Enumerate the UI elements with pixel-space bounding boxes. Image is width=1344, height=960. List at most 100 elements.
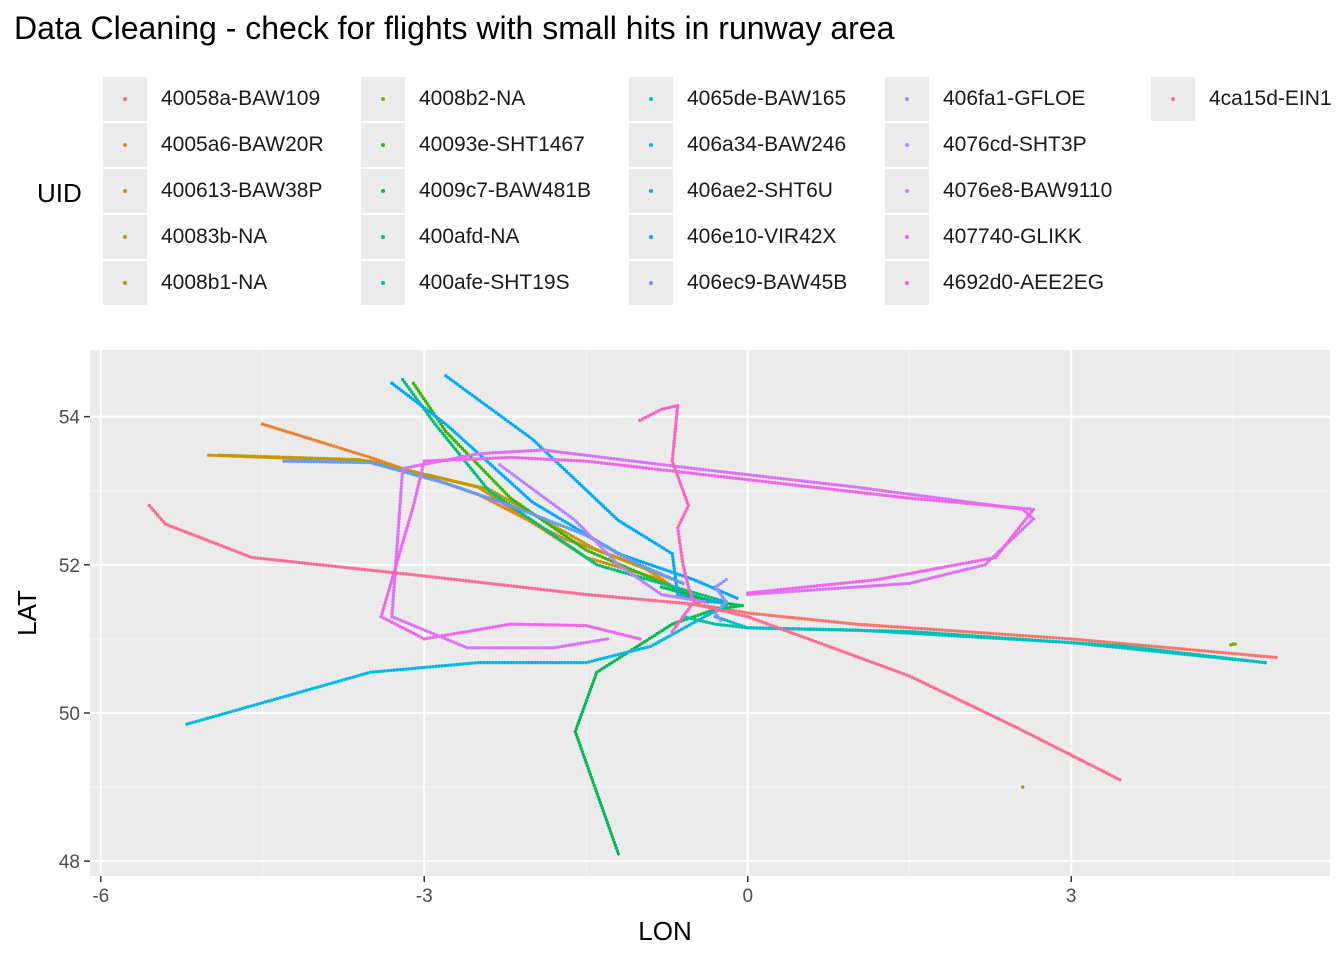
data-point: [598, 800, 602, 805]
data-point: [534, 490, 538, 494]
data-point: [949, 564, 953, 568]
data-point: [660, 545, 664, 550]
data-point: [399, 487, 403, 491]
data-point: [307, 456, 311, 460]
data-point: [768, 623, 773, 627]
data-point: [500, 464, 504, 469]
x-axis-title: LON: [638, 916, 691, 946]
data-point: [677, 538, 682, 542]
data-point: [853, 622, 858, 626]
data-point: [644, 598, 648, 602]
data-point: [632, 635, 636, 640]
data-point: [418, 402, 422, 407]
data-point: [601, 504, 605, 508]
data-point: [489, 497, 493, 501]
data-point: [441, 480, 445, 485]
data-point: [698, 603, 702, 608]
data-point: [318, 460, 322, 464]
data-point: [400, 469, 405, 474]
data-point: [1194, 648, 1198, 652]
data-point: [475, 462, 479, 466]
data-point: [326, 442, 330, 446]
data-point: [662, 468, 666, 472]
data-point: [494, 660, 498, 665]
data-point: [856, 628, 861, 632]
data-point: [925, 568, 930, 572]
data-point: [659, 599, 663, 603]
data-point: [988, 713, 993, 717]
data-point: [656, 599, 660, 603]
data-point: [602, 594, 606, 598]
data-point: [631, 649, 635, 653]
data-point: [746, 615, 750, 619]
data-point: [339, 457, 344, 461]
data-point: [199, 536, 204, 540]
data-point: [988, 556, 992, 561]
data-point: [682, 596, 687, 601]
data-point: [592, 561, 597, 565]
data-point: [572, 591, 576, 595]
data-point: [937, 633, 942, 637]
data-point: [700, 581, 704, 585]
data-point: [1022, 525, 1027, 529]
data-point: [455, 458, 459, 462]
series-4008b2-NA: [1229, 642, 1237, 647]
data-point: [707, 468, 711, 472]
data-point: [582, 755, 586, 759]
data-point: [587, 690, 592, 694]
data-point: [826, 482, 831, 486]
data-point: [1155, 645, 1160, 649]
data-point: [820, 587, 825, 592]
data-point: [671, 594, 675, 599]
data-point: [537, 504, 542, 509]
data-point: [546, 529, 550, 533]
legend-label: 4ca15d-EIN1: [1209, 87, 1332, 110]
data-point: [1012, 633, 1017, 637]
data-point: [389, 580, 393, 585]
data-point: [970, 635, 975, 639]
data-point: [961, 700, 966, 704]
data-point: [573, 477, 577, 482]
data-point: [673, 467, 677, 472]
data-point: [662, 582, 667, 586]
data-point: [610, 654, 615, 658]
data-point: [675, 572, 679, 576]
data-point: [1023, 730, 1028, 734]
data-point: [238, 454, 242, 458]
data-point: [471, 646, 476, 650]
data-point: [383, 464, 387, 469]
data-point: [598, 554, 602, 558]
data-point: [882, 664, 886, 669]
data-point: [320, 440, 324, 445]
data-point: [330, 681, 335, 685]
data-point: [1002, 719, 1006, 724]
data-point: [502, 450, 507, 454]
data-point: [407, 572, 412, 577]
data-point: [437, 634, 441, 639]
data-point: [566, 513, 570, 517]
data-point: [1118, 777, 1122, 782]
data-point: [665, 586, 669, 591]
data-point: [542, 587, 546, 592]
data-point: [973, 635, 978, 639]
data-point: [841, 628, 846, 632]
data-point: [708, 584, 712, 589]
data-point: [260, 701, 265, 705]
data-point: [643, 415, 648, 420]
data-point: [411, 503, 416, 508]
data-point: [922, 578, 926, 582]
data-point: [672, 438, 676, 443]
data-point: [217, 453, 222, 457]
data-point: [486, 496, 490, 500]
data-point: [955, 629, 960, 633]
data-point: [524, 660, 528, 665]
data-point: [579, 539, 583, 543]
data-point: [551, 502, 556, 506]
data-point: [483, 470, 488, 475]
data-point: [374, 462, 378, 466]
data-point: [290, 692, 294, 697]
data-point: [503, 506, 507, 511]
data-point: [1188, 647, 1192, 652]
legend-label: 4076e8-BAW9110: [943, 179, 1113, 202]
data-point: [208, 715, 213, 720]
